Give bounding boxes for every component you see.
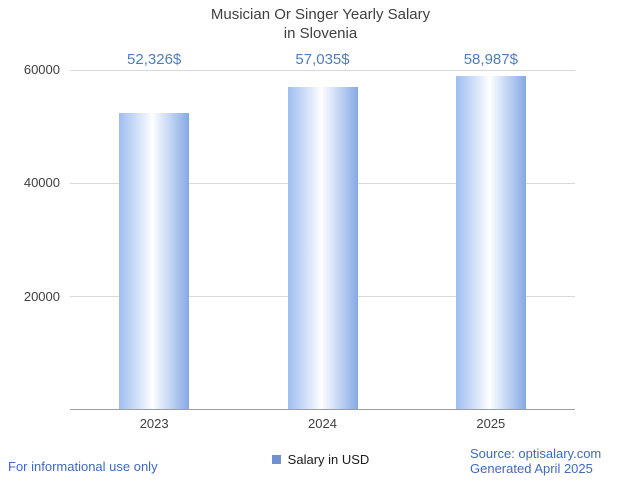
bar-value-label: 58,987$ [463,51,518,68]
bar-2024[interactable] [287,86,358,409]
chart-title-line2: in Slovenia [283,25,358,42]
legend: Salary in USD [0,452,641,467]
chart-title: Musician Or Singer Yearly Salary in Slov… [0,5,641,43]
value-labels-layer: 52,326$ 57,035$ 58,987$ [70,51,575,71]
chart-title-line1: Musician Or Singer Yearly Salary [210,6,431,23]
x-tick-label: 2023 [139,416,169,431]
plot-area [70,70,575,410]
x-tick-label: 2025 [476,416,506,431]
disclaimer-text: For informational use only [8,459,158,474]
bar-2025[interactable] [455,75,526,409]
x-axis: 2023 2024 2025 [70,416,575,434]
gridline [70,70,575,71]
source-link[interactable]: Source: optisalary.com [470,446,602,461]
source-block: Source: optisalary.com Generated April 2… [470,446,601,476]
bar-2023[interactable] [119,113,190,409]
x-tick-label: 2024 [308,416,337,431]
y-axis: 20000 40000 60000 [0,63,62,410]
bar-value-label: 57,035$ [295,51,350,68]
legend-swatch-icon [271,455,281,464]
generated-text: Generated April 2025 [470,461,593,476]
y-tick-label: 20000 [23,288,60,304]
legend-label: Salary in USD [287,452,370,467]
bar-value-label: 52,326$ [127,51,182,68]
y-tick-label: 60000 [23,62,60,77]
y-tick-label: 40000 [23,175,60,191]
